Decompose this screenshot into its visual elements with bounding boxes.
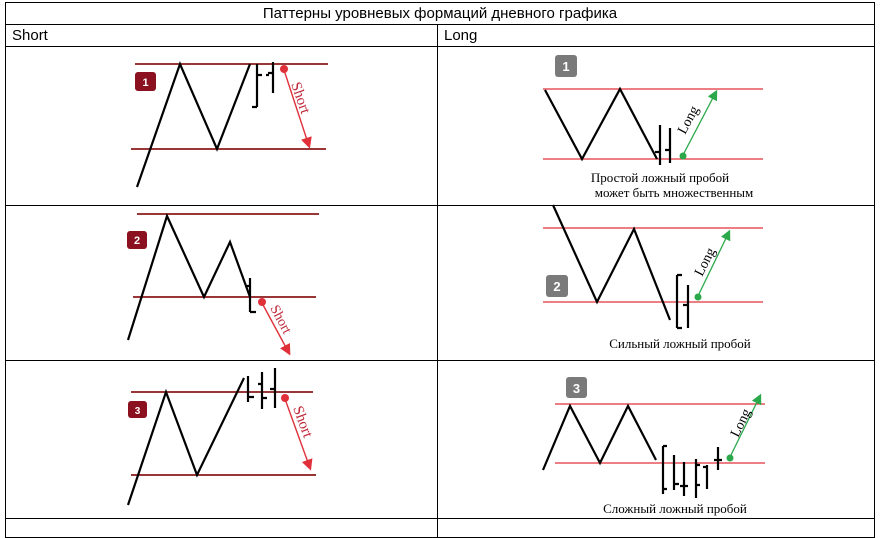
svg-text:3: 3 xyxy=(573,381,580,396)
entry-dot xyxy=(280,65,288,73)
caption-long-1-line1: Простой ложный пробой xyxy=(591,170,729,185)
badge-long-3: 3 xyxy=(566,377,587,398)
long-pattern-3 xyxy=(541,393,765,498)
svg-text:2: 2 xyxy=(134,235,140,247)
price-bars xyxy=(252,62,275,109)
long-label-1: Long xyxy=(675,104,702,137)
badge-long-1: 1 xyxy=(555,55,577,77)
long-pattern-1 xyxy=(543,86,763,165)
short-pattern-2 xyxy=(126,212,319,356)
badge-short-3: 3 xyxy=(128,401,147,418)
caption-long-3: Сложный ложный пробой xyxy=(603,501,747,516)
long-label-3: Long xyxy=(728,407,754,440)
caption-long-1-line2: может быть множественным xyxy=(595,185,754,200)
badge-long-2: 2 xyxy=(546,275,568,297)
svg-text:1: 1 xyxy=(142,77,148,89)
badge-short-2: 2 xyxy=(127,231,147,249)
caption-long-2: Сильный ложный пробой xyxy=(609,336,751,351)
price-zigzag xyxy=(135,60,252,188)
badge-short-1: 1 xyxy=(135,72,156,91)
svg-text:2: 2 xyxy=(553,279,560,294)
svg-text:1: 1 xyxy=(562,59,569,74)
short-label-1: Short xyxy=(287,80,313,117)
short-pattern-3 xyxy=(126,368,316,506)
svg-text:3: 3 xyxy=(135,406,141,417)
short-arrow xyxy=(283,69,312,149)
patterns-diagrams: 1 2 3 1 2 3 Short Short Short Long Long … xyxy=(126,55,765,516)
long-pattern-2 xyxy=(543,204,763,330)
short-pattern-1 xyxy=(131,60,328,188)
